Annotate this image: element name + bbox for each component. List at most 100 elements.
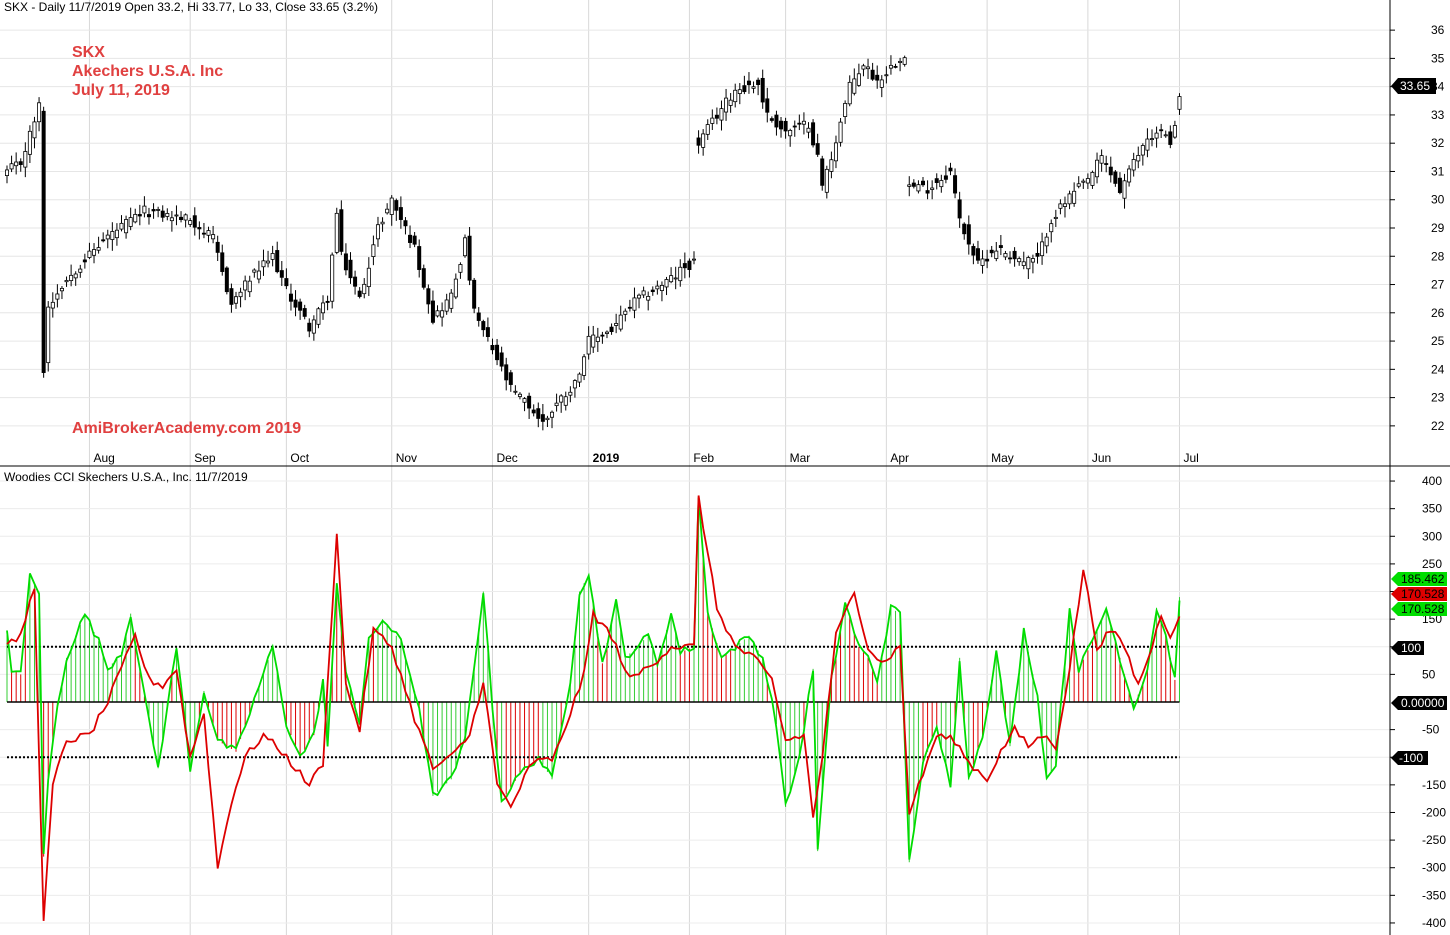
candle-body-down [481, 321, 486, 331]
candle [1113, 170, 1118, 187]
candle-body-up [866, 66, 871, 70]
candle [1163, 130, 1168, 138]
candle [476, 307, 481, 327]
candle [389, 195, 394, 226]
candle-body-down [948, 167, 953, 172]
month-label: Oct [290, 451, 309, 465]
month-label: Nov [396, 451, 417, 465]
candle-body-down [760, 77, 765, 103]
candle [69, 264, 74, 287]
candle-body-down [1104, 163, 1109, 165]
month-label: May [991, 451, 1014, 465]
candle-body-down [600, 334, 605, 337]
candle-body-down [792, 125, 797, 128]
candle [73, 271, 78, 286]
candle-body-down [921, 180, 926, 186]
company-annotation: Akechers U.S.A. Inc [72, 63, 223, 80]
candle [939, 174, 944, 193]
candle-body-up [169, 217, 174, 222]
candle [508, 370, 513, 392]
candle-body-up [884, 74, 889, 77]
candle-body-down [1035, 252, 1040, 257]
candle [669, 267, 674, 284]
candle-body-down [495, 344, 500, 361]
candle [417, 239, 422, 278]
candle [875, 65, 880, 89]
candle-body-down [1108, 166, 1113, 176]
candle [824, 165, 829, 199]
cci-tick-label: -350 [1422, 888, 1446, 902]
candle-body-down [531, 409, 536, 414]
price-tick-label: 32 [1431, 136, 1445, 150]
candle-body-up [669, 275, 674, 283]
candle [985, 249, 990, 269]
candle [898, 57, 903, 72]
candle [1030, 254, 1035, 274]
candle-body-up [930, 187, 935, 190]
candle [1108, 156, 1113, 183]
candle [957, 191, 962, 228]
candle-body-up [174, 214, 179, 217]
candle-body-up [838, 121, 843, 143]
candle-body-up [55, 293, 60, 300]
candle-body-down [197, 227, 202, 230]
candle [632, 287, 637, 319]
candle-body-up [724, 97, 729, 113]
candle [9, 155, 14, 173]
candle-body-up [462, 237, 467, 257]
candle [779, 117, 784, 138]
candle [1049, 219, 1054, 243]
candle-body-down [536, 408, 541, 419]
candle-body-up [572, 380, 577, 389]
candle [664, 276, 669, 296]
candle-body-down [962, 223, 967, 235]
candle [1104, 155, 1109, 173]
candle [485, 317, 490, 342]
candle-body-up [69, 274, 74, 282]
candle-body-up [1127, 168, 1132, 183]
candle-body-up [1172, 125, 1177, 138]
cci-tag-slow-label: 170.528 [1401, 587, 1445, 601]
candle [1090, 170, 1095, 189]
cci-panel[interactable] [6, 495, 1181, 921]
candle-body-up [14, 161, 19, 167]
candle [334, 207, 339, 255]
candle [792, 120, 797, 137]
candle-body-up [233, 296, 238, 304]
candle-body-up [1003, 253, 1008, 258]
candle-body-up [261, 260, 266, 268]
candle [783, 117, 788, 139]
candle-body-up [1030, 258, 1035, 263]
candle-body-down [302, 308, 307, 317]
candle [655, 280, 660, 295]
candle-body-up [5, 169, 10, 176]
candle [975, 240, 980, 264]
candle-body-down [627, 306, 632, 309]
candle [1026, 255, 1031, 280]
candle [879, 75, 884, 98]
candle-body-up [847, 81, 852, 105]
candle-body-up [1067, 193, 1072, 205]
candle [1085, 173, 1090, 189]
candle [724, 88, 729, 121]
candle-body-up [801, 120, 806, 125]
candle-body-up [1049, 223, 1054, 233]
candle [1058, 199, 1063, 215]
month-label: Mar [790, 451, 811, 465]
candle-body-down [957, 199, 962, 219]
candle-body-down [467, 235, 472, 281]
candle-body-up [1026, 257, 1031, 270]
candle [646, 291, 651, 311]
candle-body-down [769, 118, 774, 121]
candle-body-down [998, 245, 1003, 248]
candle [1044, 233, 1049, 254]
candle-body-up [1177, 96, 1182, 110]
candle-body-up [110, 231, 115, 240]
candle [1159, 123, 1164, 139]
price-panel[interactable] [5, 55, 1182, 431]
candle-body-up [705, 124, 710, 135]
price-tick-label: 23 [1431, 391, 1445, 405]
candle-body-up [183, 214, 188, 221]
candle [614, 313, 619, 334]
